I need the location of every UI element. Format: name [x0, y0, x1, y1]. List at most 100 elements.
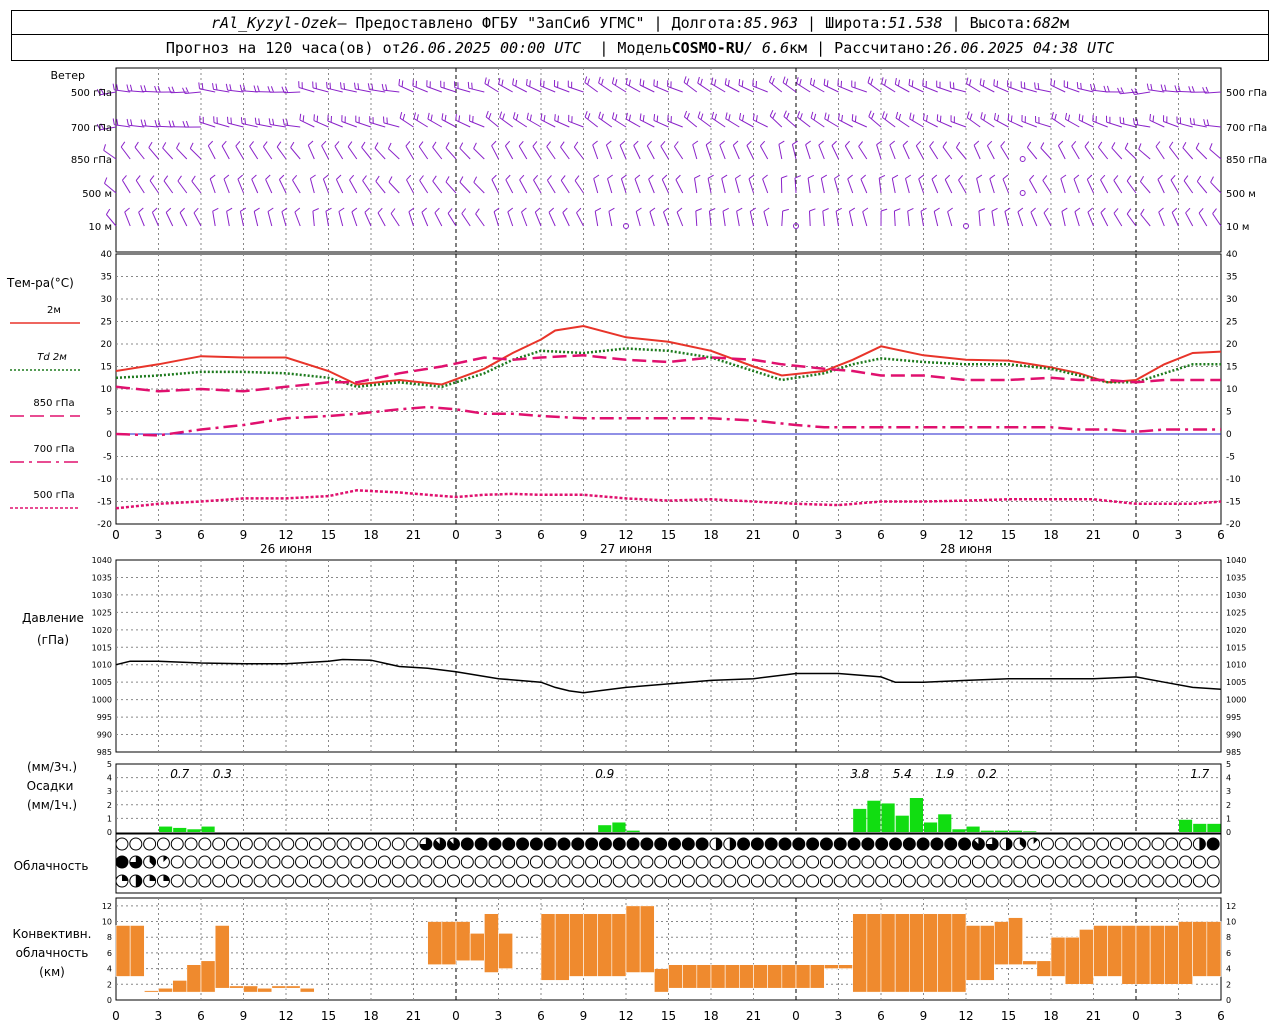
cloud-symbol — [1096, 837, 1110, 851]
wind-level-label-right: 500 м — [1226, 189, 1256, 200]
wind-barb-feather — [237, 174, 244, 180]
conv-cloud-bar — [229, 985, 244, 989]
conv-cloud-bar — [767, 964, 783, 989]
wind-barb-feather — [182, 121, 186, 128]
wind-barb — [554, 85, 570, 93]
wind-barb-feather — [473, 142, 477, 149]
wind-barb-feather — [835, 207, 842, 212]
wind-barb — [1065, 118, 1080, 128]
precip-total-label: 5.4 — [893, 767, 912, 781]
wind-barb-feather — [212, 207, 219, 212]
wind-barb — [1149, 119, 1165, 128]
wind-barb-feather — [1067, 114, 1071, 121]
wind-barb-feather — [1158, 207, 1164, 213]
precip-total-label: 1.7 — [1190, 767, 1209, 781]
wind-barb — [824, 118, 839, 128]
wind-barb — [895, 83, 910, 93]
cloud-symbol — [336, 837, 350, 851]
wind-barb-feather — [354, 82, 356, 89]
conv-cloud-bar — [696, 964, 712, 989]
cloud-symbol — [295, 855, 309, 869]
wind-barb-feather — [267, 86, 271, 93]
wind-barb-feather — [1193, 118, 1195, 125]
cloud-symbol — [1040, 874, 1054, 888]
wind-barb — [1035, 88, 1052, 93]
wind-barb-feather — [432, 175, 437, 182]
pressure-ytick-left: 1035 — [92, 573, 112, 582]
wind-barb — [265, 179, 273, 194]
cloud-symbol — [833, 874, 847, 888]
wind-barb — [468, 87, 485, 93]
wind-barb-feather — [807, 174, 815, 179]
hour-tick-label: 12 — [278, 528, 293, 542]
wind-barb-feather — [1149, 113, 1151, 121]
wind-barb — [461, 213, 471, 227]
wind-barb-feather — [889, 140, 896, 146]
cloud-symbol — [391, 874, 405, 888]
wind-barb-feather — [628, 114, 631, 121]
wind-barb-feather — [532, 141, 538, 147]
wind-barb-feather — [826, 80, 829, 87]
wind-barb-feather — [982, 79, 985, 87]
wind-barb — [725, 118, 740, 128]
wind-barb — [676, 211, 684, 227]
pressure-ytick-right: 1020 — [1226, 626, 1246, 635]
cloud-symbol — [1054, 855, 1068, 869]
wind-barb-feather — [104, 177, 108, 184]
cloud-symbol — [571, 874, 585, 888]
wind-barb-feather — [512, 78, 515, 85]
wind-barb — [858, 146, 868, 160]
wind-barb — [262, 146, 273, 160]
wind-barb-feather — [171, 86, 175, 93]
day-label: 26 июня — [260, 542, 312, 556]
wind-barb-feather — [1164, 84, 1167, 92]
wind-barb — [560, 146, 570, 160]
wind-barb — [844, 145, 854, 160]
wind-barb-feather — [418, 141, 424, 147]
wind-barb — [976, 178, 981, 194]
wind-barb-feather — [124, 207, 130, 213]
cloud-symbol-fill — [917, 838, 930, 850]
pressure-title-2: (гПа) — [37, 633, 69, 647]
wind-barb-feather — [912, 114, 915, 121]
wind-barb — [902, 145, 910, 160]
wind-barb — [781, 210, 784, 227]
wind-barb-feather — [969, 79, 972, 86]
wind-barb — [724, 84, 740, 93]
cloud-symbol — [944, 855, 958, 869]
cloud-symbol — [792, 874, 806, 888]
hour-tick-label: 12 — [958, 1009, 973, 1023]
wind-barb-feather — [1113, 175, 1119, 181]
wind-barb-feather — [307, 140, 314, 146]
wind-barb-feather — [168, 86, 172, 93]
temp-ytick-right: -15 — [1226, 498, 1241, 508]
wind-barb — [697, 82, 712, 93]
wind-barb-feather — [1058, 140, 1064, 146]
hour-tick-label: 0 — [792, 528, 800, 542]
wind-barb-feather — [663, 207, 669, 213]
wind-barb-feather — [1140, 208, 1145, 215]
cloud-symbol — [985, 855, 999, 869]
precip-total-label: 0.7 — [170, 767, 189, 781]
conv-ytick-right: 6 — [1226, 949, 1231, 958]
wind-barb-feather — [1126, 208, 1132, 215]
wind-barb-feather — [367, 83, 370, 90]
wind-barb-feather — [692, 140, 699, 146]
wind-barb — [862, 211, 868, 227]
wind-barb — [504, 145, 514, 160]
wind-barb-feather — [267, 207, 274, 212]
wind-barb — [364, 212, 372, 227]
conv-cloud-bar — [965, 925, 981, 981]
wind-barb-feather — [1177, 85, 1181, 92]
cloud-symbol — [267, 855, 281, 869]
wind-barb — [1138, 148, 1151, 160]
wind-barb — [326, 87, 343, 93]
temp-ytick-left: 5 — [106, 408, 112, 418]
wind-barb-feather — [574, 175, 580, 181]
wind-barb — [374, 147, 386, 160]
wind-barb — [349, 179, 358, 194]
wind-barb-feather — [849, 207, 856, 212]
wind-barb — [1126, 180, 1137, 194]
cloud-symbol — [1123, 855, 1137, 869]
cloud-symbol — [778, 855, 792, 869]
